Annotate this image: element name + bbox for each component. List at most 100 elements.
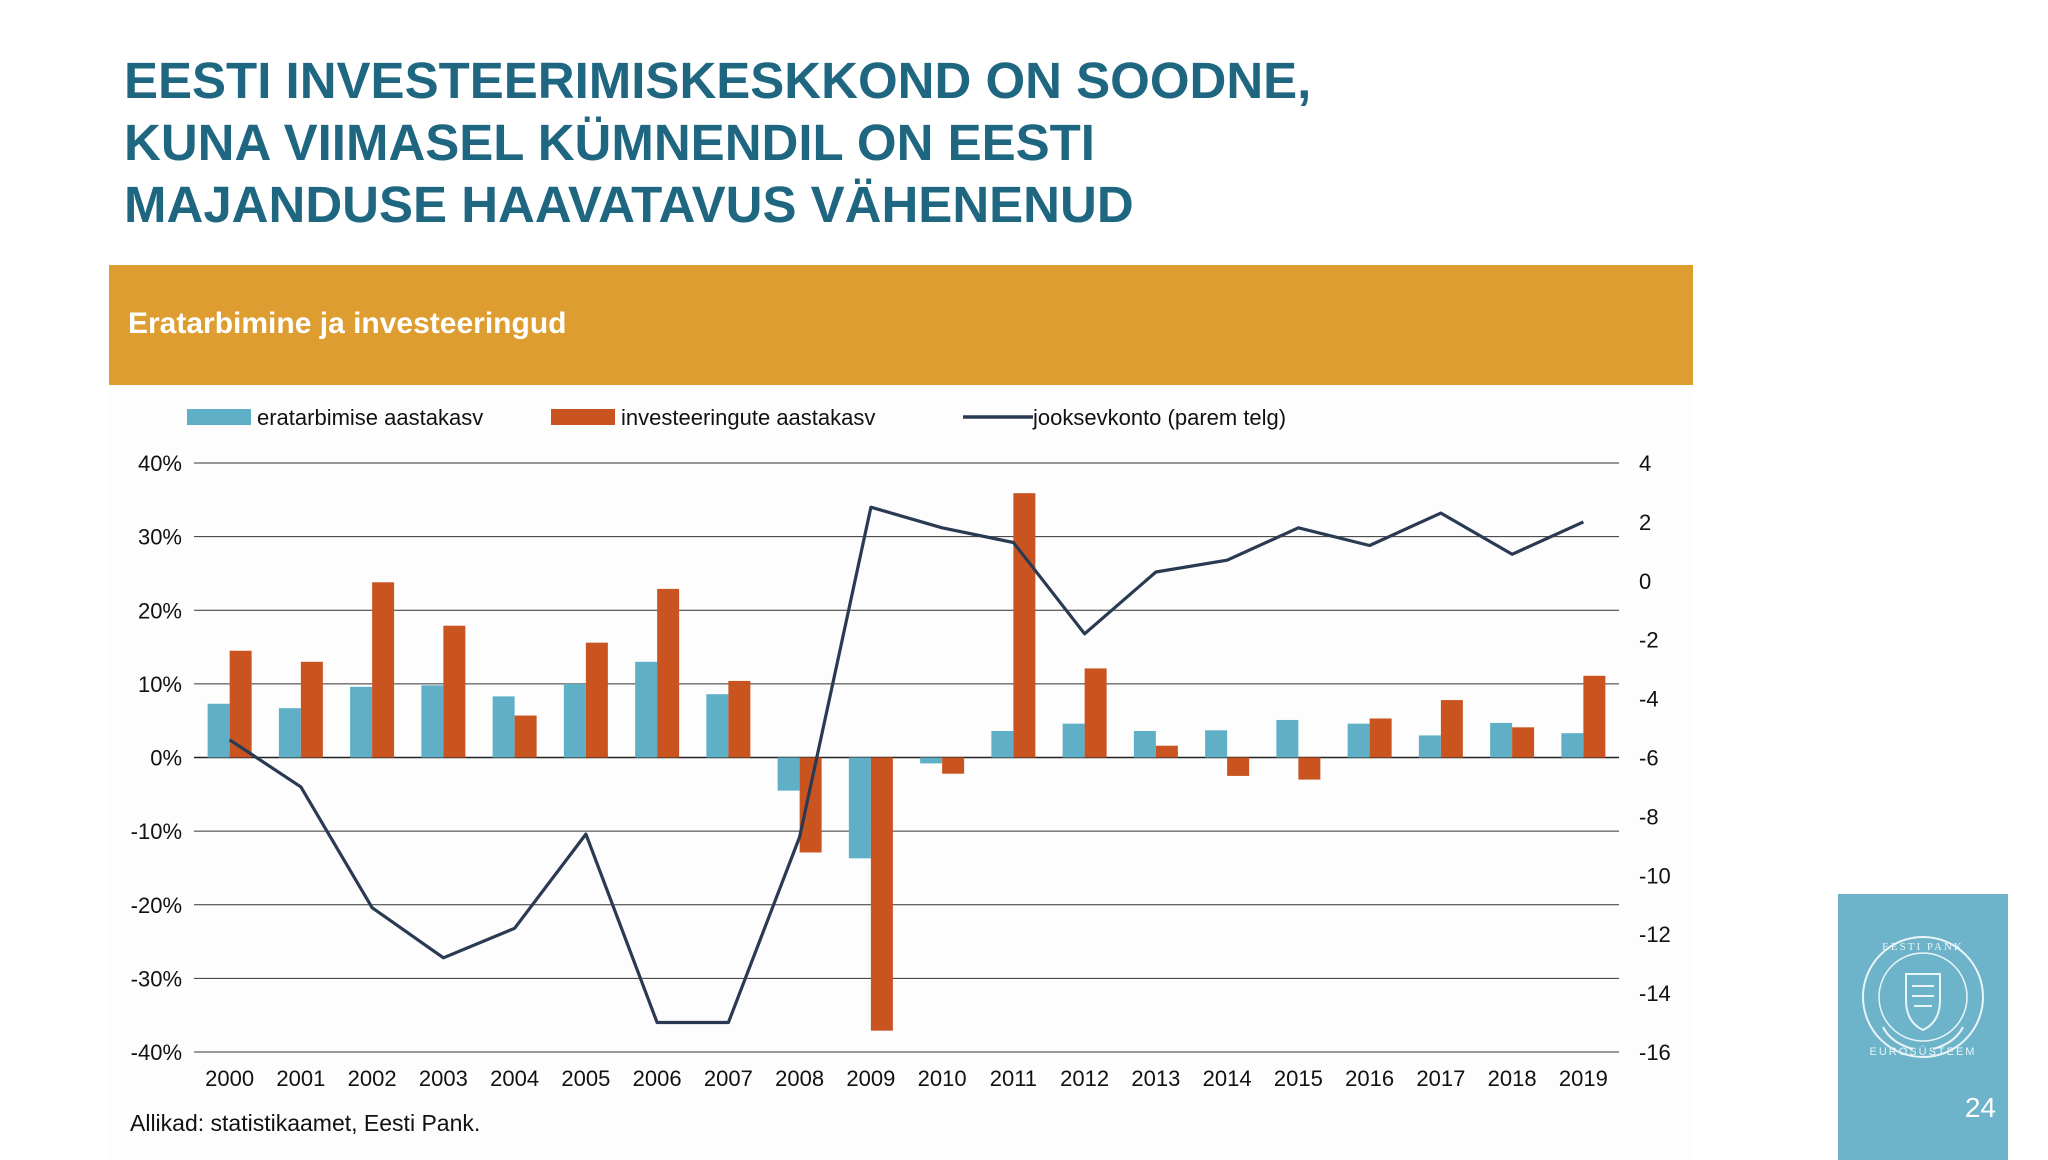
bar-eratarbimine [1418,735,1441,758]
right-tick-label: -16 [1639,1040,1671,1065]
legend-label: eratarbimise aastakasv [257,405,483,430]
legend-swatch [187,409,251,425]
right-tick-label: -14 [1639,981,1671,1006]
x-tick-label: 2011 [990,1066,1037,1091]
x-tick-label: 2009 [846,1066,895,1091]
eesti-pank-logo-panel: EESTI PANK EUROSÜSTEEM 24 [1838,894,2008,1160]
legend-label: jooksevkonto (parem telg) [1032,405,1286,430]
left-tick-label: 40% [138,451,182,476]
x-tick-label: 2007 [704,1066,753,1091]
bar-investeeringud [1084,668,1107,758]
x-tick-label: 2003 [419,1066,468,1091]
title-line-3: MAJANDUSE HAAVATAVUS VÄHENENUD [124,176,1134,233]
logo-subtitle: EUROSÜSTEEM [1869,1046,1977,1058]
bar-eratarbimine [350,686,373,758]
bar-eratarbimine [706,694,729,758]
bar-investeeringud [443,625,466,758]
right-tick-label: -8 [1639,804,1659,829]
bar-investeeringud [1512,727,1535,758]
left-tick-label: -20% [131,893,182,918]
slide-title: EESTI INVESTEERIMISKESKKOND ON SOODNE, K… [124,50,1524,236]
chart-header-bar: Eratarbimine ja investeeringud [109,265,1693,385]
bar-investeeringud [514,715,537,758]
x-tick-label: 2012 [1060,1066,1109,1091]
x-tick-label: 2019 [1559,1066,1608,1091]
left-tick-label: 30% [138,525,182,550]
bar-eratarbimine [1490,722,1513,758]
bar-investeeringud [657,588,680,758]
bar-investeeringud [300,661,323,758]
bar-eratarbimine [1062,723,1085,758]
x-tick-label: 2017 [1416,1066,1465,1091]
page-number: 24 [1964,1092,1996,1123]
left-tick-label: 0% [150,746,182,771]
bar-eratarbimine [1561,733,1584,758]
chart-title: Eratarbimine ja investeeringud [128,307,567,340]
x-tick-label: 2010 [918,1066,967,1091]
right-tick-label: -2 [1639,628,1659,653]
bar-investeeringud [372,582,395,758]
x-tick-label: 2000 [205,1066,254,1091]
right-tick-label: -12 [1639,922,1671,947]
bar-eratarbimine [848,757,871,859]
right-tick-label: 0 [1639,569,1651,594]
bar-investeeringud [1298,757,1321,780]
right-tick-label: 2 [1639,510,1651,535]
line-jooksevkonto [228,505,1585,1025]
chart-area: -40% -30% -20% -10% 0% 10% 20% 30% 40% -16 -14 -12 -… [109,385,1693,1160]
bar-eratarbimine [421,685,444,758]
right-tick-label: -10 [1639,863,1671,888]
left-tick-label: 20% [138,598,182,623]
x-tick-label: 2018 [1488,1066,1537,1091]
left-tick-label: 10% [138,672,182,697]
bar-investeeringud [229,650,252,758]
right-tick-label: 4 [1639,451,1651,476]
eesti-pank-seal-icon: EESTI PANK [1862,936,1984,1058]
bar-investeeringud [1155,745,1178,758]
bar-eratarbimine [777,757,800,791]
bar-investeeringud [942,757,965,774]
x-tick-label: 2001 [276,1066,325,1091]
legend-swatch [551,409,615,425]
x-tick-label: 2002 [348,1066,397,1091]
x-tick-label: 2004 [490,1066,539,1091]
x-tick-label: 2008 [775,1066,824,1091]
bar-investeeringud [1227,757,1250,776]
bar-eratarbimine [1276,719,1299,758]
x-tick-label: 2006 [633,1066,682,1091]
bar-eratarbimine [278,708,301,758]
bar-eratarbimine [1133,730,1156,758]
bar-eratarbimine [492,696,515,758]
bar-eratarbimine [1205,730,1228,758]
bar-investeeringud [1440,700,1463,758]
bar-investeeringud [1369,718,1392,758]
bar-investeeringud [799,757,822,853]
bar-investeeringud [728,680,751,758]
right-tick-label: -4 [1639,687,1659,712]
x-tick-label: 2013 [1131,1066,1180,1091]
bar-eratarbimine [563,683,586,758]
bar-eratarbimine [207,703,230,758]
left-tick-label: -10% [131,819,182,844]
bar-investeeringud [870,757,893,1031]
bar-investeeringud [1013,493,1036,758]
legend-label: investeeringute aastakasv [621,405,875,430]
left-tick-label: -30% [131,966,182,991]
right-tick-label: -6 [1639,746,1659,771]
bar-eratarbimine [635,661,658,758]
bar-investeeringud [1583,675,1606,758]
x-tick-label: 2014 [1203,1066,1252,1091]
x-tick-label: 2016 [1345,1066,1394,1091]
title-line-2: KUNA VIIMASEL KÜMNENDIL ON EESTI [124,114,1095,171]
bar-eratarbimine [1347,723,1370,758]
source-note: Allikad: statistikaamet, Eesti Pank. [130,1110,481,1136]
combo-chart: -40% -30% -20% -10% 0% 10% 20% 30% 40% -16 -14 -12 -… [131,405,1671,1091]
logo-name-text: EESTI PANK [1882,941,1964,953]
title-line-1: EESTI INVESTEERIMISKESKKOND ON SOODNE, [124,52,1312,109]
bar-eratarbimine [920,757,943,764]
bar-eratarbimine [991,730,1014,758]
bar-investeeringud [585,642,608,758]
x-tick-label: 2005 [561,1066,610,1091]
x-tick-label: 2015 [1274,1066,1323,1091]
left-tick-label: -40% [131,1040,182,1065]
